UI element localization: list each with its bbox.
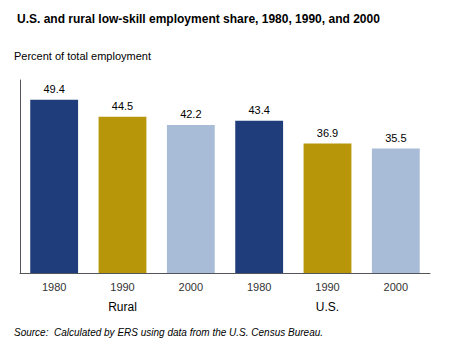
svg-text:2000: 2000 [179, 281, 203, 293]
svg-text:44.5: 44.5 [112, 100, 133, 112]
svg-text:2000: 2000 [384, 281, 408, 293]
svg-text:1990: 1990 [315, 281, 339, 293]
svg-text:43.4: 43.4 [248, 104, 269, 116]
svg-text:49.4: 49.4 [43, 83, 64, 95]
svg-text:1980: 1980 [247, 281, 271, 293]
svg-text:1990: 1990 [110, 281, 134, 293]
svg-text:36.9: 36.9 [317, 127, 338, 139]
svg-text:Rural: Rural [108, 300, 137, 314]
svg-text:Percent of total employment: Percent of total employment [14, 50, 151, 62]
svg-text:U.S. and rural low-skill emplo: U.S. and rural low-skill employment shar… [17, 12, 380, 26]
svg-text:Source: Calculated by ERS usi: Source: Calculated by ERS using data fro… [14, 327, 323, 338]
svg-text:1980: 1980 [42, 281, 66, 293]
svg-text:35.5: 35.5 [385, 132, 406, 144]
svg-text:U.S.: U.S. [316, 300, 339, 314]
svg-text:42.2: 42.2 [180, 108, 201, 120]
